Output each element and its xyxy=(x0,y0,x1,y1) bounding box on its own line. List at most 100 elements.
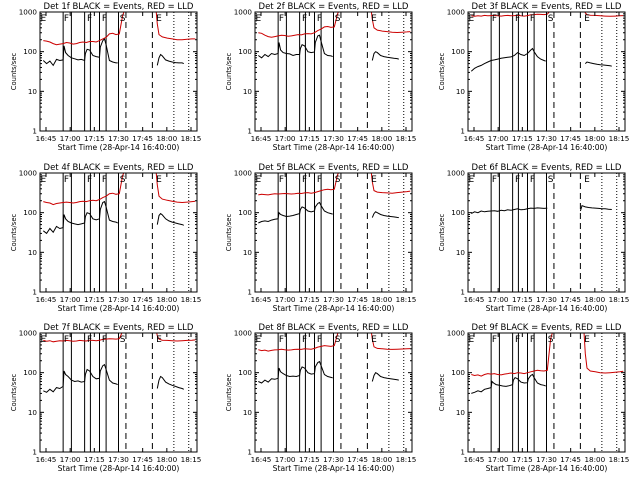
x-axis-label: Start Time (28-Apr-14 16:40:00) xyxy=(486,464,608,473)
y-axis-label: Counts/sec xyxy=(10,214,18,252)
segment-label-s: S xyxy=(120,335,126,345)
y-tick-label: 100 xyxy=(238,208,252,217)
y-tick-label: 1000 xyxy=(234,169,253,178)
segment-label-f: F xyxy=(530,335,535,345)
x-tick-label: 17:00 xyxy=(488,134,509,143)
x-tick-label: 18:00 xyxy=(156,455,177,464)
segment-label-e: E xyxy=(468,175,474,185)
segment-label-f: F xyxy=(530,175,535,185)
lld-series-line xyxy=(258,333,411,352)
x-tick-label: 17:15 xyxy=(299,134,320,143)
x-tick-label: 16:45 xyxy=(251,455,272,464)
y-tick-label: 1 xyxy=(460,448,465,457)
x-tick-label: 17:15 xyxy=(84,295,105,304)
y-tick-label: 1000 xyxy=(447,8,466,17)
x-tick-label: 18:15 xyxy=(609,295,630,304)
lld-series-line xyxy=(43,333,196,343)
x-tick-label: 16:45 xyxy=(251,295,272,304)
x-tick-label: 18:15 xyxy=(396,455,417,464)
y-tick-label: 1000 xyxy=(19,329,38,338)
chart-title: Det 1f BLACK = Events, RED = LLD xyxy=(44,2,194,12)
x-tick-label: 17:30 xyxy=(323,455,344,464)
x-axis-label: Start Time (28-Apr-14 16:40:00) xyxy=(486,304,608,313)
x-tick-label: 17:30 xyxy=(323,295,344,304)
chart-plot-area xyxy=(42,173,196,292)
x-tick-label: 18:15 xyxy=(181,455,202,464)
x-tick-label: 17:45 xyxy=(560,134,581,143)
y-tick-label: 100 xyxy=(23,368,37,377)
x-tick-label: 18:00 xyxy=(371,295,392,304)
x-tick-label: 17:45 xyxy=(560,455,581,464)
segment-label-e: E xyxy=(156,335,162,345)
x-tick-label: 17:00 xyxy=(275,134,296,143)
chart-plot-area xyxy=(471,333,624,452)
segment-label-e: E xyxy=(255,335,261,345)
segment-label-e: E xyxy=(468,14,474,24)
segment-label-s: S xyxy=(120,14,126,24)
segment-label-f: F xyxy=(492,175,497,185)
chart-title: Det 7f BLACK = Events, RED = LLD xyxy=(44,323,194,333)
lld-series-line xyxy=(43,12,196,46)
segment-label-e: E xyxy=(371,14,377,24)
x-tick-label: 18:15 xyxy=(181,295,202,304)
events-series-line xyxy=(470,47,612,72)
x-tick-label: 17:00 xyxy=(275,295,296,304)
segment-label-e: E xyxy=(371,175,377,185)
segment-label-e: E xyxy=(584,335,590,345)
x-tick-label: 17:30 xyxy=(536,455,557,464)
y-tick-label: 10 xyxy=(456,408,466,417)
segment-label-e: E xyxy=(584,14,590,24)
x-tick-label: 17:45 xyxy=(132,455,153,464)
events-series-line xyxy=(258,201,399,224)
y-tick-label: 1 xyxy=(32,448,37,457)
y-tick-label: 100 xyxy=(451,208,465,217)
x-tick-label: 17:45 xyxy=(347,295,368,304)
y-tick-label: 1000 xyxy=(19,169,38,178)
segment-label-f: F xyxy=(302,335,307,345)
y-tick-label: 100 xyxy=(238,368,252,377)
y-tick-label: 10 xyxy=(456,248,466,257)
x-tick-label: 16:45 xyxy=(36,455,57,464)
y-tick-label: 1000 xyxy=(19,8,38,17)
y-tick-label: 1000 xyxy=(447,329,466,338)
chart-plot-area xyxy=(470,12,624,131)
y-tick-label: 1 xyxy=(460,127,465,136)
segment-label-f: F xyxy=(87,175,92,185)
segment-label-s: S xyxy=(548,14,554,24)
events-series-line xyxy=(258,34,399,61)
segment-label-s: S xyxy=(120,175,126,185)
y-tick-label: 100 xyxy=(451,47,465,56)
segment-label-f: F xyxy=(87,335,92,345)
x-tick-label: 17:00 xyxy=(60,455,81,464)
x-tick-label: 17:45 xyxy=(560,295,581,304)
x-tick-label: 18:00 xyxy=(156,295,177,304)
chart-plot-area xyxy=(42,12,196,131)
events-series-line xyxy=(258,360,399,384)
segment-label-e: E xyxy=(584,175,590,185)
chart-title: Det 6f BLACK = Events, RED = LLD xyxy=(472,163,622,173)
segment-label-f: F xyxy=(317,14,322,24)
x-tick-label: 18:15 xyxy=(396,134,417,143)
x-tick-label: 16:45 xyxy=(36,134,57,143)
segment-label-s: S xyxy=(548,335,554,345)
segment-label-f: F xyxy=(87,14,92,24)
segment-label-f: F xyxy=(515,335,520,345)
x-tick-label: 18:15 xyxy=(609,134,630,143)
chart-plot-area xyxy=(258,173,411,292)
segment-label-s: S xyxy=(335,14,341,24)
segment-label-f: F xyxy=(64,335,69,345)
events-series-line xyxy=(471,373,546,394)
y-tick-label: 100 xyxy=(451,368,465,377)
segment-label-e: E xyxy=(468,335,474,345)
y-tick-label: 10 xyxy=(28,408,38,417)
segment-label-f: F xyxy=(302,14,307,24)
chart-title: Det 9f BLACK = Events, RED = LLD xyxy=(472,323,622,333)
x-tick-label: 18:00 xyxy=(371,134,392,143)
x-tick-label: 17:30 xyxy=(108,455,129,464)
x-axis-label: Start Time (28-Apr-14 16:40:00) xyxy=(58,464,180,473)
x-tick-label: 17:45 xyxy=(347,134,368,143)
y-axis-label: Counts/sec xyxy=(225,214,233,252)
